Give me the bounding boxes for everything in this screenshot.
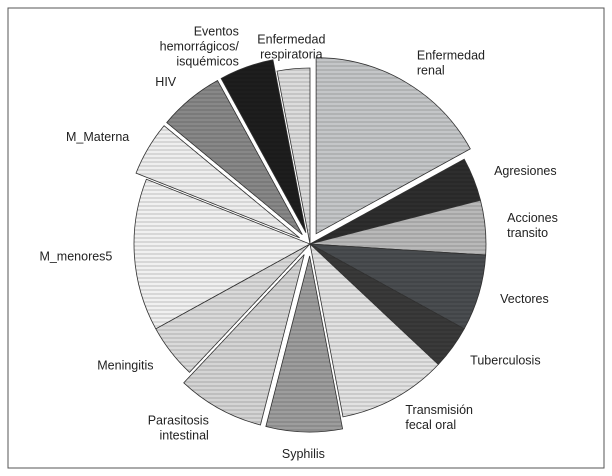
slice-label: Vectores	[500, 292, 549, 306]
slice-label: Enfermedad respiratoria	[257, 32, 325, 61]
slice-label: Parasitosis intestinal	[148, 414, 209, 443]
slice-label: Syphilis	[282, 447, 325, 461]
slice-label: M_Materna	[66, 130, 129, 144]
slice-label: HIV	[155, 75, 177, 89]
slice-label: Meningitis	[97, 358, 153, 372]
slice-label: M_menores5	[39, 249, 112, 263]
slice-label: Eventos hemorrágicos/isquémicos	[160, 24, 240, 68]
slice-label: Enfermedad renal	[417, 49, 485, 78]
slice-label: Tuberculosis	[470, 353, 540, 367]
slice-label: Agresiones	[494, 164, 557, 178]
slice-label: Acciones transito	[507, 211, 558, 240]
slice-label: Transmisión fecal oral	[405, 403, 473, 432]
